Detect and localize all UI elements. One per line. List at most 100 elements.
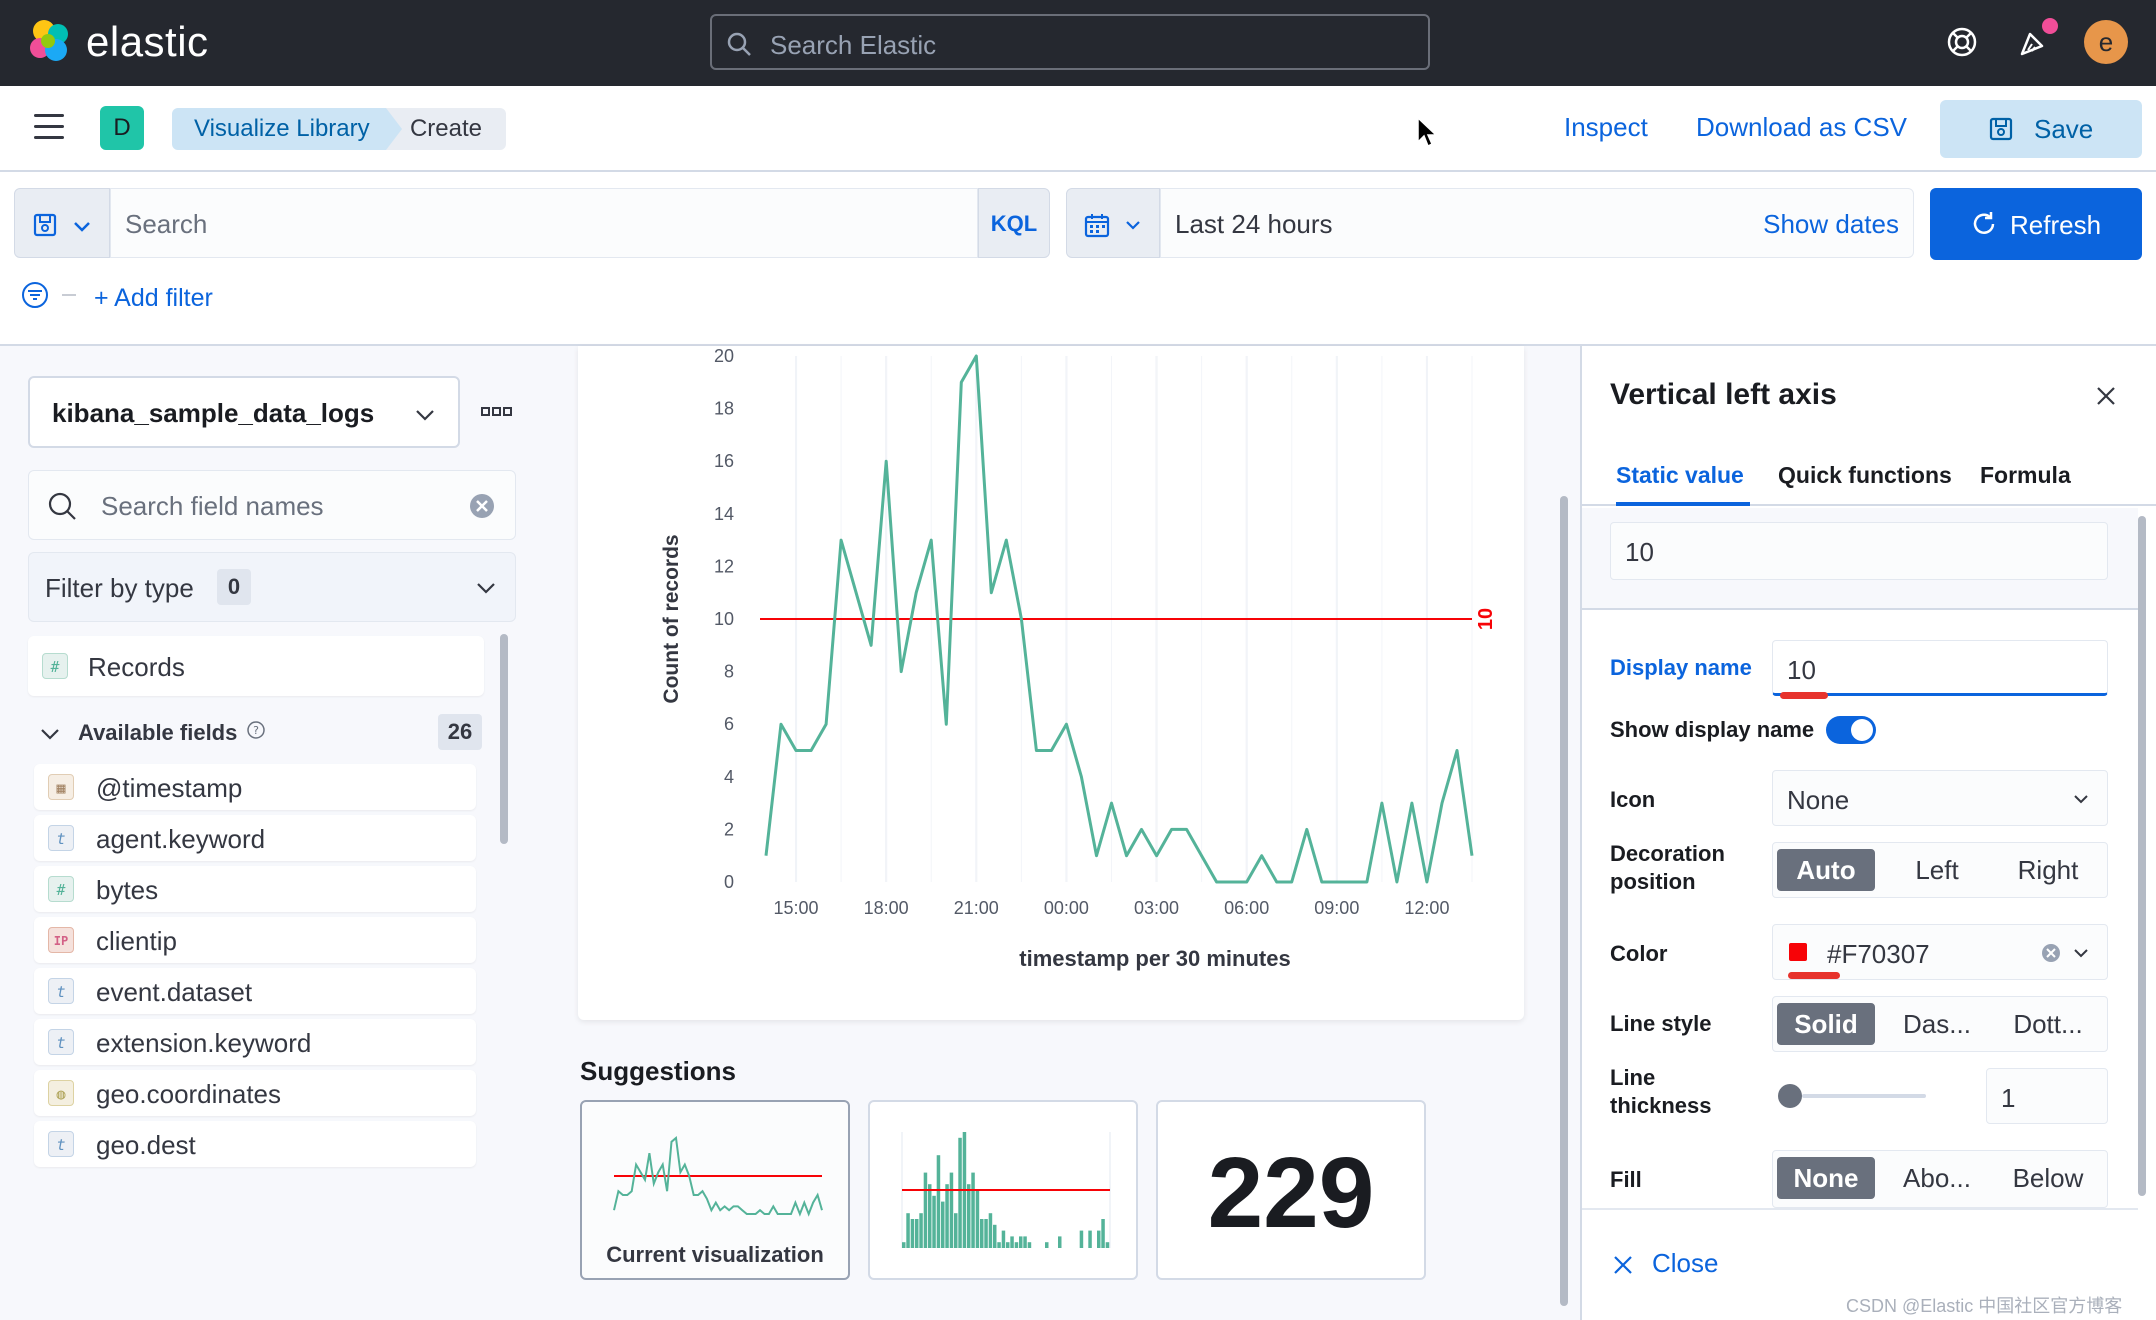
suggestion-label: Current visualization — [606, 1242, 824, 1267]
chevron-down-icon — [1126, 221, 1140, 230]
logo-text[interactable]: elastic — [86, 18, 209, 65]
filter-by-type-button[interactable]: Filter by type 0 — [28, 552, 516, 622]
suggestion-metric[interactable]: 229 — [1156, 1100, 1426, 1280]
icon-select[interactable]: None — [1772, 770, 2108, 826]
x-tick-label: 12:00 — [1404, 898, 1449, 918]
kql-button[interactable]: KQL — [978, 188, 1050, 258]
fill-above-button[interactable]: Abo... — [1903, 1163, 1971, 1193]
static-value-section: 10 — [1582, 508, 2138, 610]
save-label: Save — [2034, 114, 2094, 144]
info-icon[interactable]: ? — [246, 720, 266, 740]
suggestion-bar[interactable] — [868, 1100, 1138, 1280]
field-name: event.dataset — [96, 977, 253, 1007]
saved-query-button[interactable] — [14, 188, 110, 258]
bar — [941, 1201, 945, 1248]
breadcrumb-visualize-library[interactable]: Visualize Library — [172, 108, 394, 150]
menu-icon[interactable] — [34, 114, 64, 140]
close-icon[interactable] — [2094, 384, 2118, 408]
bar — [1023, 1236, 1027, 1248]
field-item[interactable]: ◍ geo.coordinates — [34, 1070, 476, 1116]
bar — [923, 1172, 928, 1248]
color-picker[interactable]: #F70307 — [1772, 924, 2108, 980]
available-fields-count: 26 — [438, 714, 482, 750]
chevron-down-icon — [41, 729, 59, 740]
date-range-picker[interactable]: Last 24 hours Show dates — [1160, 188, 1914, 258]
close-button[interactable]: Close — [1652, 1248, 1719, 1278]
refresh-button[interactable]: Refresh — [1930, 188, 2142, 260]
elastic-logo-icon[interactable] — [26, 17, 74, 65]
decoration-auto-button[interactable]: Auto — [1777, 849, 1875, 891]
field-item[interactable]: t geo.dest — [34, 1121, 476, 1167]
global-search-placeholder: Search Elastic — [770, 30, 937, 60]
field-item[interactable]: ▦ @timestamp — [34, 764, 476, 810]
inspect-link[interactable]: Inspect — [1564, 112, 1648, 142]
field-name: @timestamp — [96, 773, 243, 803]
global-search-input[interactable]: Search Elastic — [710, 14, 1430, 70]
more-options-icon[interactable] — [480, 404, 514, 420]
x-tick-label: 15:00 — [774, 898, 819, 918]
add-filter-button[interactable]: + Add filter — [94, 284, 213, 312]
user-avatar[interactable]: e — [2084, 20, 2128, 64]
scrollbar[interactable] — [2138, 516, 2146, 1196]
download-csv-link[interactable]: Download as CSV — [1696, 112, 1907, 142]
bar — [1105, 1242, 1110, 1248]
field-search-input[interactable]: Search field names — [28, 470, 516, 540]
clear-icon[interactable] — [469, 493, 495, 519]
chevron-down-icon — [74, 222, 90, 232]
line-thickness-slider-handle[interactable] — [1778, 1084, 1802, 1108]
suggestion-current[interactable]: Current visualization — [580, 1100, 850, 1280]
save-button[interactable]: Save — [1940, 100, 2142, 158]
help-icon[interactable] — [1942, 22, 1982, 62]
scrollbar[interactable] — [1560, 496, 1568, 1306]
field-item[interactable]: t event.dataset — [34, 968, 476, 1014]
field-item[interactable]: IP clientip — [34, 917, 476, 963]
space-avatar[interactable]: D — [100, 106, 144, 150]
quick-date-button[interactable] — [1066, 188, 1160, 258]
tab-formula[interactable]: Formula — [1980, 462, 2071, 488]
filter-divider — [62, 294, 76, 296]
reference-line-flyout: Vertical left axis Static value Quick fu… — [1580, 346, 2156, 1320]
bar — [993, 1224, 997, 1248]
scrollbar[interactable] — [500, 634, 508, 844]
field-list-panel: kibana_sample_data_logs Search field nam… — [0, 346, 540, 1320]
refresh-label: Refresh — [2010, 210, 2102, 240]
line-thumbnail — [613, 1136, 823, 1217]
highlight-mark — [1780, 692, 1828, 699]
decoration-left-button[interactable]: Left — [1915, 855, 1959, 885]
query-bar: Search KQL Last 24 hours Show dates Refr… — [0, 172, 2156, 346]
tab-quick-functions[interactable]: Quick functions — [1778, 462, 1952, 488]
static-value-input[interactable]: 10 — [1610, 522, 2108, 580]
line-thickness-input[interactable]: 1 — [1986, 1068, 2108, 1124]
line-thickness-slider-track[interactable] — [1802, 1094, 1926, 1098]
y-tick-label: 18 — [714, 399, 734, 419]
active-tab-indicator — [1616, 502, 1750, 506]
query-search-input[interactable]: Search — [110, 188, 978, 258]
bar — [1088, 1230, 1092, 1248]
filter-by-type-label: Filter by type — [45, 573, 194, 603]
field-item-records[interactable]: # Records — [28, 636, 484, 696]
available-fields-header[interactable]: Available fields ? 26 — [34, 712, 484, 756]
tab-static-value[interactable]: Static value — [1616, 462, 1744, 488]
field-item[interactable]: t agent.keyword — [34, 815, 476, 861]
decoration-right-button[interactable]: Right — [2017, 855, 2079, 885]
clear-icon[interactable] — [2041, 943, 2061, 963]
fill-below-button[interactable]: Below — [2012, 1163, 2084, 1193]
fill-none-button[interactable]: None — [1777, 1157, 1875, 1199]
index-pattern-selector[interactable]: kibana_sample_data_logs — [28, 376, 460, 448]
line-style-dashed-button[interactable]: Das... — [1903, 1009, 1971, 1039]
field-item[interactable]: t extension.keyword — [34, 1019, 476, 1065]
show-display-name-toggle[interactable] — [1826, 716, 1876, 744]
filter-icon[interactable] — [20, 280, 50, 310]
reference-line-label: 10 — [1475, 608, 1497, 630]
number-token-icon: # — [42, 653, 68, 679]
bar — [1045, 1242, 1049, 1248]
line-style-solid-button[interactable]: Solid — [1777, 1003, 1875, 1045]
line-chart[interactable]: 15:00 18:00 21:00 00:00 03:00 06:00 09:00 12:00… — [578, 346, 1524, 1020]
ip-token-icon: IP — [48, 927, 74, 953]
newsfeed-icon[interactable] — [2014, 22, 2054, 62]
line-style-dotted-button[interactable]: Dott... — [2013, 1009, 2083, 1039]
show-dates-link[interactable]: Show dates — [1763, 209, 1899, 239]
bar-thumbnail — [901, 1132, 1111, 1248]
display-name-input[interactable]: 10 — [1772, 640, 2108, 696]
field-item[interactable]: # bytes — [34, 866, 476, 912]
